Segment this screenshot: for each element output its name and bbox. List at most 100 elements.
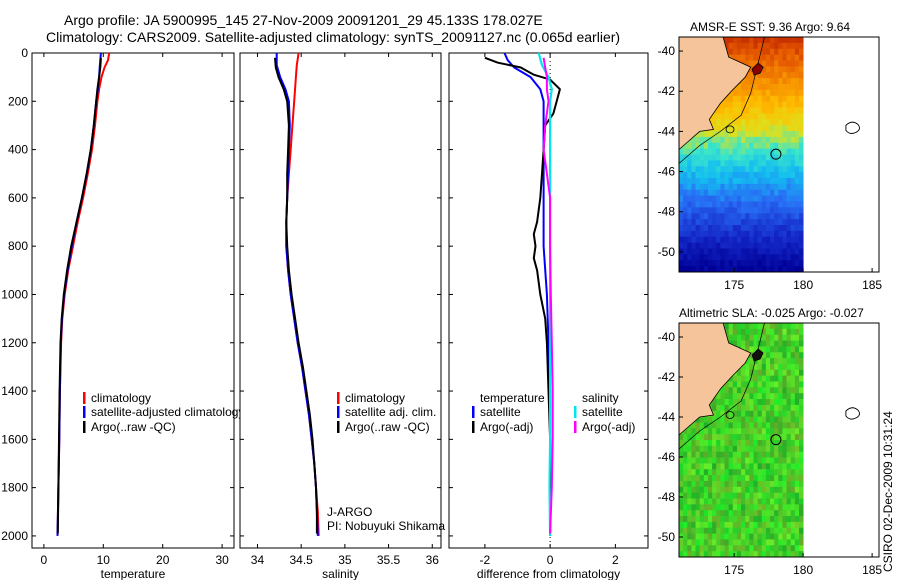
map-cell bbox=[741, 78, 746, 85]
map-cell bbox=[786, 510, 792, 517]
legend-group-temperature: temperature bbox=[480, 391, 545, 405]
map-cell bbox=[757, 213, 763, 220]
axes-frame bbox=[239, 52, 442, 549]
map-cell bbox=[712, 236, 717, 244]
map-cell bbox=[761, 539, 767, 546]
map-cell bbox=[794, 440, 800, 447]
map-cell bbox=[794, 213, 800, 220]
map-cell bbox=[765, 101, 771, 108]
map-cell bbox=[749, 475, 754, 482]
map-cell bbox=[782, 440, 787, 447]
map-cell bbox=[736, 37, 742, 44]
map-cell bbox=[712, 160, 717, 167]
map-cell bbox=[794, 72, 800, 79]
map-cell bbox=[728, 422, 734, 429]
map-cell bbox=[774, 328, 779, 336]
map-cell bbox=[707, 154, 713, 161]
map-cell bbox=[774, 242, 779, 249]
map-cell bbox=[716, 266, 721, 273]
map-cell bbox=[741, 516, 746, 523]
map-cell bbox=[724, 463, 730, 470]
map-cell bbox=[724, 225, 730, 232]
map-cell bbox=[799, 504, 804, 511]
map-cell bbox=[782, 463, 787, 470]
map-cell bbox=[782, 369, 787, 377]
map-cell bbox=[794, 142, 800, 150]
map-cell bbox=[765, 516, 771, 523]
map-cell bbox=[790, 440, 796, 447]
map-cell bbox=[774, 504, 779, 511]
map-cell bbox=[712, 260, 717, 267]
map-cell bbox=[770, 148, 775, 155]
map-cell bbox=[799, 551, 804, 558]
map-cell bbox=[691, 510, 696, 517]
map-cell bbox=[683, 533, 688, 540]
map-cell bbox=[695, 201, 701, 208]
map-cell bbox=[716, 545, 721, 552]
map-cell bbox=[749, 54, 754, 61]
map-cell bbox=[745, 119, 750, 126]
map-cell bbox=[786, 142, 792, 150]
map-cell bbox=[687, 201, 692, 208]
map-cell bbox=[741, 254, 746, 261]
map-cell bbox=[703, 219, 709, 226]
map-cell bbox=[753, 178, 759, 185]
map-cell bbox=[683, 166, 688, 173]
map-cell bbox=[782, 457, 787, 464]
map-cell bbox=[741, 428, 746, 435]
map-cell bbox=[794, 457, 800, 464]
map-cell bbox=[728, 498, 734, 505]
map-cell bbox=[794, 475, 800, 482]
map-y-tick-label: -50 bbox=[658, 530, 676, 544]
map-cell bbox=[728, 37, 734, 44]
map-cell bbox=[757, 54, 763, 61]
map-cell bbox=[774, 486, 779, 494]
map-cell bbox=[741, 404, 746, 412]
map-cell bbox=[695, 236, 701, 244]
map-cell bbox=[790, 72, 796, 79]
map-cell bbox=[794, 60, 800, 67]
map-cell bbox=[703, 445, 709, 453]
map-cell bbox=[741, 545, 746, 552]
map-cell bbox=[786, 352, 792, 359]
map-cell bbox=[724, 183, 730, 191]
map-cell bbox=[757, 475, 763, 482]
map-cell bbox=[745, 178, 750, 185]
map-cell bbox=[753, 504, 759, 511]
map-cell bbox=[761, 189, 767, 197]
map-cell bbox=[753, 440, 759, 447]
map-cell bbox=[753, 183, 759, 191]
map-cell bbox=[691, 236, 696, 244]
map-cell bbox=[770, 189, 775, 197]
map-cell bbox=[720, 416, 725, 423]
map-cell bbox=[774, 346, 779, 353]
map-cell bbox=[736, 213, 742, 220]
map-cell bbox=[728, 480, 734, 488]
map-cell bbox=[691, 527, 696, 534]
map-cell bbox=[799, 434, 804, 441]
map-cell bbox=[753, 480, 759, 488]
map-cell bbox=[732, 42, 738, 50]
map-cell bbox=[695, 457, 701, 464]
map-cell bbox=[720, 213, 725, 220]
map-cell bbox=[703, 201, 709, 208]
map-cell bbox=[757, 107, 763, 114]
map-cell bbox=[799, 527, 804, 534]
map-cell bbox=[799, 125, 804, 132]
map-cell bbox=[753, 154, 759, 161]
map-cell bbox=[691, 504, 696, 511]
map-cell bbox=[799, 230, 804, 238]
map-cell bbox=[687, 480, 692, 488]
map-cell bbox=[683, 160, 688, 167]
map-cell bbox=[707, 219, 713, 226]
map-cell bbox=[794, 428, 800, 435]
map-cell bbox=[707, 189, 713, 197]
map-cell bbox=[757, 363, 763, 371]
map-cell bbox=[786, 66, 792, 73]
map-cell bbox=[770, 328, 775, 336]
map-cell bbox=[720, 440, 725, 447]
map-cell bbox=[794, 492, 800, 499]
map-cell bbox=[794, 539, 800, 546]
map-cell bbox=[782, 183, 787, 191]
map-cell bbox=[749, 504, 754, 511]
